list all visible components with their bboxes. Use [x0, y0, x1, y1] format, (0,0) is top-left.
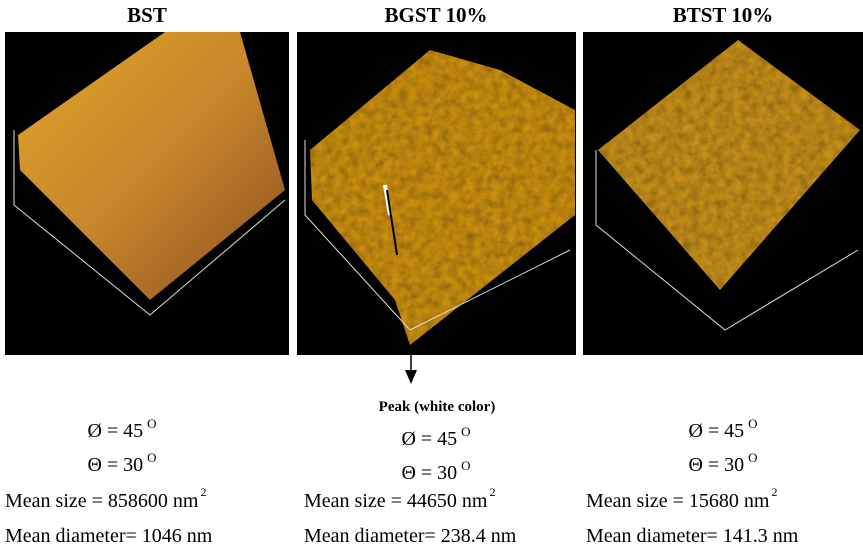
panel-title: BGST 10% [385, 4, 488, 26]
mean-size-text: Mean size = 44650 nm [304, 490, 487, 512]
theta-unit: O [461, 458, 470, 473]
phi-text: Ø = 45 [401, 428, 457, 450]
arrowhead [405, 370, 417, 384]
mean-size-text: Mean size = 15680 nm [586, 490, 769, 512]
theta-unit: O [748, 450, 757, 465]
theta-unit: O [147, 450, 156, 465]
theta-text: Θ = 30 [688, 454, 744, 476]
panel-title: BST [127, 4, 167, 26]
phi-unit: O [748, 416, 757, 431]
exponent: 2 [200, 485, 206, 499]
annotation: Peak (white color) [379, 396, 496, 418]
mean-diameter: Mean diameter= 238.4 nm [304, 525, 516, 547]
phi-text: Ø = 45 [688, 420, 744, 442]
mean-diameter: Mean diameter= 1046 nm [5, 525, 212, 547]
mean-size-text: Mean size = 858600 nm [5, 490, 198, 512]
phi-unit: O [147, 416, 156, 431]
phi-text: Ø = 45 [87, 420, 143, 442]
theta-text: Θ = 30 [401, 462, 457, 484]
theta-text: Θ = 30 [87, 454, 143, 476]
phi-unit: O [461, 424, 470, 439]
mean-diameter: Mean diameter= 141.3 nm [586, 525, 798, 547]
exponent: 2 [771, 485, 777, 499]
exponent: 2 [489, 485, 495, 499]
figure: BST BGST 10% BTST 10% Peak (white color)… [0, 0, 863, 552]
panel-title: BTST 10% [673, 4, 774, 26]
